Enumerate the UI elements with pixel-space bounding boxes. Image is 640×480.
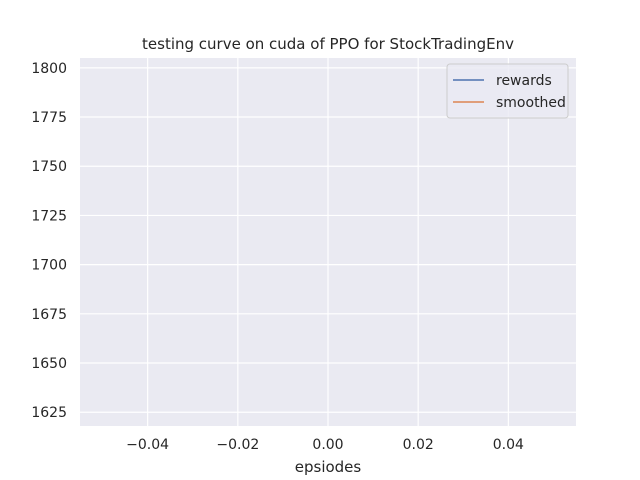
legend-label-smoothed: smoothed [496,95,566,111]
x-tick-label-1: −0.02 [216,437,259,453]
x-axis-label: epsiodes [295,458,362,476]
grid [80,58,576,426]
legend: rewards smoothed [446,63,569,119]
x-tick-label-0: −0.04 [126,437,169,453]
y-tick-label-7: 1800 [31,61,67,77]
y-tick-label-6: 1775 [31,110,67,126]
y-tick-label-5: 1750 [31,159,67,175]
y-tick-label-2: 1675 [31,307,67,323]
y-tick-label-3: 1700 [31,258,67,274]
chart-title: testing curve on cuda of PPO for StockTr… [142,35,514,53]
x-tick-label-2: 0.00 [312,437,343,453]
y-tick-labels: 1625 1650 1675 1700 1725 1750 1775 1800 [31,61,67,421]
y-tick-label-4: 1725 [31,208,67,224]
y-tick-label-0: 1625 [31,405,67,421]
legend-label-rewards: rewards [496,73,552,89]
legend-box [446,63,569,119]
x-tick-label-3: 0.02 [403,437,434,453]
x-tick-label-4: 0.04 [493,437,524,453]
x-tick-labels: −0.04 −0.02 0.00 0.02 0.04 [126,437,524,453]
y-tick-label-1: 1650 [31,356,67,372]
